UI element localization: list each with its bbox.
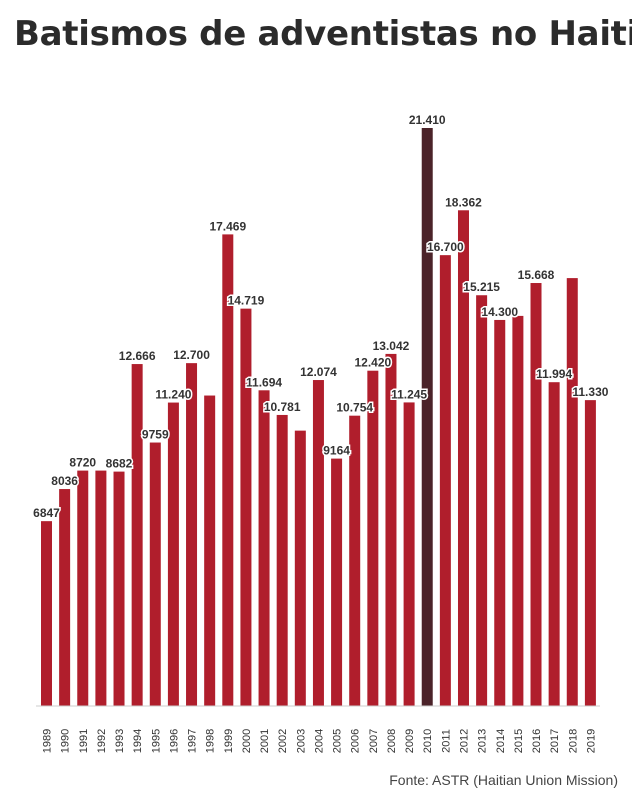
value-label-1990: 8036 bbox=[51, 474, 78, 488]
x-tick-1998: 1998 bbox=[205, 729, 217, 753]
value-label-2004: 12.074 bbox=[300, 365, 337, 379]
x-tick-2002: 2002 bbox=[277, 729, 289, 753]
bar-2016 bbox=[530, 283, 542, 706]
bar-1998 bbox=[204, 395, 216, 706]
bar-2006 bbox=[349, 415, 361, 706]
value-label-1989: 6847 bbox=[33, 506, 60, 520]
value-label-2012: 18.362 bbox=[445, 195, 482, 209]
x-tick-1989: 1989 bbox=[42, 729, 54, 753]
bar-2004 bbox=[312, 380, 324, 706]
x-tick-1992: 1992 bbox=[96, 729, 108, 753]
bar-2009 bbox=[403, 402, 415, 706]
value-label-2007: 12.420 bbox=[354, 356, 391, 370]
value-label-2006: 10.754 bbox=[336, 401, 373, 415]
x-tick-2006: 2006 bbox=[350, 729, 362, 753]
bar-2012 bbox=[457, 210, 469, 707]
value-label-2009: 11.245 bbox=[391, 387, 427, 401]
bar-2002 bbox=[276, 414, 288, 706]
chart-title: Batismos de adventistas no Haiti bbox=[14, 14, 632, 54]
x-tick-2001: 2001 bbox=[259, 729, 271, 753]
value-label-2001: 11.694 bbox=[246, 375, 282, 389]
x-tick-2017: 2017 bbox=[549, 729, 561, 753]
value-label-1997: 12.700 bbox=[173, 348, 210, 362]
bar-1996 bbox=[167, 402, 179, 706]
x-tick-1996: 1996 bbox=[168, 729, 180, 753]
x-tick-2012: 2012 bbox=[458, 729, 470, 753]
value-label-2014: 14.300 bbox=[481, 305, 518, 319]
value-label-1994: 12.666 bbox=[119, 349, 156, 363]
value-label-2005: 9164 bbox=[323, 444, 350, 458]
bar-2005 bbox=[331, 458, 343, 706]
bar-2017 bbox=[548, 382, 560, 706]
x-tick-1994: 1994 bbox=[132, 729, 144, 753]
value-label-2010: 21.410 bbox=[409, 113, 446, 127]
x-tick-2007: 2007 bbox=[368, 729, 380, 753]
x-tick-2011: 2011 bbox=[440, 729, 452, 753]
value-label-2011: 16.700 bbox=[427, 240, 464, 254]
bar-2018 bbox=[566, 278, 578, 706]
bar-2000 bbox=[240, 308, 252, 706]
bar-1989 bbox=[41, 521, 52, 706]
value-label-2017: 11.994 bbox=[536, 367, 572, 381]
x-tick-2004: 2004 bbox=[313, 729, 325, 753]
x-tick-2018: 2018 bbox=[567, 729, 579, 753]
x-tick-1991: 1991 bbox=[78, 729, 90, 753]
bar-2008 bbox=[385, 353, 397, 706]
bar-2011 bbox=[439, 255, 451, 706]
bar-1995 bbox=[149, 442, 161, 706]
value-label-1996: 11.240 bbox=[155, 388, 191, 402]
x-tick-labels-group: 1989 1990 1991 1992 1993 1994 1995 1996 1997 1998… bbox=[42, 729, 598, 753]
value-labels-group: 6847 8036 8720 8682 12.666 9759 11.240 12.700 17… bbox=[32, 112, 611, 522]
bar-2013 bbox=[476, 295, 488, 706]
chart-source: Fonte: ASTR (Haitian Union Mission) bbox=[389, 772, 618, 788]
x-tick-2016: 2016 bbox=[531, 729, 543, 753]
bar-2010 bbox=[421, 128, 433, 706]
x-tick-1995: 1995 bbox=[150, 729, 162, 753]
x-tick-1997: 1997 bbox=[187, 729, 199, 753]
bar-1992 bbox=[95, 470, 107, 706]
value-label-2000: 14.719 bbox=[228, 294, 265, 308]
x-tick-2009: 2009 bbox=[404, 729, 416, 753]
value-label-1991: 8720 bbox=[69, 456, 96, 470]
bar-2007 bbox=[367, 370, 379, 706]
bar-1990 bbox=[59, 489, 71, 706]
bar-1994 bbox=[131, 364, 143, 706]
x-tick-2005: 2005 bbox=[332, 729, 344, 753]
x-tick-1999: 1999 bbox=[223, 729, 235, 753]
x-tick-2014: 2014 bbox=[495, 729, 507, 753]
x-tick-1990: 1990 bbox=[60, 729, 72, 753]
x-tick-2010: 2010 bbox=[422, 729, 434, 753]
bar-1991 bbox=[77, 470, 89, 706]
value-label-1995: 9759 bbox=[142, 428, 169, 442]
bar-2015 bbox=[512, 315, 524, 706]
bars-group bbox=[41, 128, 596, 707]
value-label-2002: 10.781 bbox=[264, 400, 301, 414]
bar-1997 bbox=[186, 363, 198, 706]
bar-2003 bbox=[294, 430, 306, 706]
bar-2001 bbox=[258, 390, 270, 706]
x-tick-1993: 1993 bbox=[114, 729, 126, 753]
bar-1999 bbox=[222, 234, 234, 706]
x-tick-2003: 2003 bbox=[295, 729, 307, 753]
x-tick-2008: 2008 bbox=[386, 729, 398, 753]
value-label-1999: 17.469 bbox=[209, 219, 246, 233]
bar-1993 bbox=[113, 471, 125, 706]
x-tick-2013: 2013 bbox=[477, 729, 489, 753]
value-label-1993: 8682 bbox=[106, 457, 133, 471]
bar-2014 bbox=[494, 319, 506, 706]
x-tick-2015: 2015 bbox=[513, 729, 525, 753]
value-label-2019: 11.330 bbox=[572, 385, 608, 399]
x-tick-2019: 2019 bbox=[585, 729, 597, 753]
x-tick-2000: 2000 bbox=[241, 729, 253, 753]
value-label-2016: 15.668 bbox=[518, 268, 555, 282]
bar-2019 bbox=[584, 400, 596, 706]
value-label-2013: 15.215 bbox=[463, 280, 500, 294]
value-label-2008: 13.042 bbox=[373, 339, 410, 353]
